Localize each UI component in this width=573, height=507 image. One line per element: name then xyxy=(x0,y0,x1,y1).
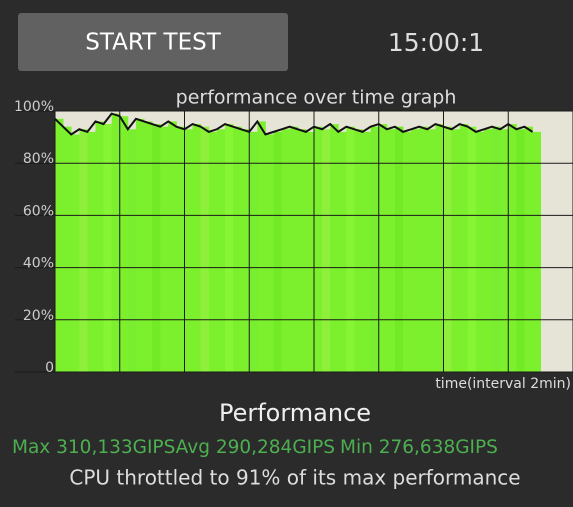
area-column xyxy=(322,129,331,372)
y-tick-label: 100% xyxy=(14,99,54,115)
area-column xyxy=(224,124,234,372)
y-tick-label: 0 xyxy=(45,360,54,376)
area-column xyxy=(168,121,177,372)
area-column xyxy=(281,129,291,372)
min-stat: Min 276,638GIPS xyxy=(340,437,498,458)
performance-heading: Performance xyxy=(219,399,371,427)
area-column xyxy=(419,126,428,372)
area-column xyxy=(435,124,444,372)
area-column xyxy=(338,131,347,372)
avg-stat: Avg 290,284GIPS xyxy=(176,437,335,458)
area-column xyxy=(257,121,266,372)
start-button[interactable] xyxy=(18,13,288,71)
area-column xyxy=(184,129,193,372)
area-column xyxy=(500,129,509,372)
chart-title: performance over time graph xyxy=(176,87,457,109)
area-column xyxy=(249,131,258,372)
area-column xyxy=(427,129,436,372)
area-column xyxy=(297,129,307,372)
area-column xyxy=(354,129,363,372)
area-column xyxy=(119,116,129,372)
y-tick-label: 60% xyxy=(23,203,54,219)
area-column xyxy=(411,129,420,372)
area-column xyxy=(216,129,226,372)
area-column xyxy=(87,131,96,372)
area-column xyxy=(192,124,202,372)
area-column xyxy=(55,118,64,372)
area-column xyxy=(386,129,396,372)
y-tick-label: 80% xyxy=(23,151,54,167)
area-column xyxy=(483,129,493,372)
y-tick-label: 20% xyxy=(23,308,54,324)
area-column xyxy=(330,124,339,372)
area-column xyxy=(160,126,169,372)
area-column xyxy=(403,131,412,372)
x-axis-label: time(interval 2min) xyxy=(435,376,571,392)
area-column xyxy=(289,126,299,372)
area-column xyxy=(79,129,88,372)
area-column xyxy=(127,129,137,372)
area-column xyxy=(273,131,283,372)
area-column xyxy=(71,134,80,372)
area-column xyxy=(346,126,355,372)
area-column xyxy=(370,126,380,372)
y-tick-label: 40% xyxy=(23,256,54,272)
button-label[interactable]: START TEST xyxy=(85,30,221,56)
area-column xyxy=(459,124,469,372)
area-column xyxy=(362,131,372,372)
area-column xyxy=(475,131,485,372)
area-column xyxy=(516,129,525,372)
timer: 15:00:1 xyxy=(388,28,484,57)
area-column xyxy=(492,126,501,372)
area-column xyxy=(241,129,250,372)
area-column xyxy=(451,129,461,372)
area-column xyxy=(152,124,161,372)
area-column xyxy=(63,126,72,372)
area-column xyxy=(135,118,145,372)
area-column xyxy=(378,124,388,372)
area-column xyxy=(265,134,274,372)
area-column xyxy=(233,126,242,372)
chart: 0 20% 40% 60% 80% 100% xyxy=(14,99,573,376)
area-column xyxy=(467,126,477,372)
area-column xyxy=(314,126,323,372)
area-column xyxy=(443,126,452,372)
area-column xyxy=(95,121,104,372)
area-column xyxy=(176,126,185,372)
area-column xyxy=(508,124,517,372)
area-column xyxy=(200,126,210,372)
area-column xyxy=(144,121,153,372)
area-column xyxy=(394,126,404,372)
performance-line xyxy=(54,112,534,136)
area-column xyxy=(103,124,113,372)
area-column xyxy=(305,131,315,372)
area-column xyxy=(111,113,121,373)
max-stat: Max 310,133GIPS xyxy=(12,437,176,458)
stats: Max 310,133GIPSAvg 290,284GIPS Min 276,63… xyxy=(12,437,498,458)
status: CPU throttled to 91% of its max performa… xyxy=(69,466,520,490)
area-column xyxy=(208,131,218,372)
area-column xyxy=(524,126,533,372)
area-column xyxy=(532,131,542,372)
